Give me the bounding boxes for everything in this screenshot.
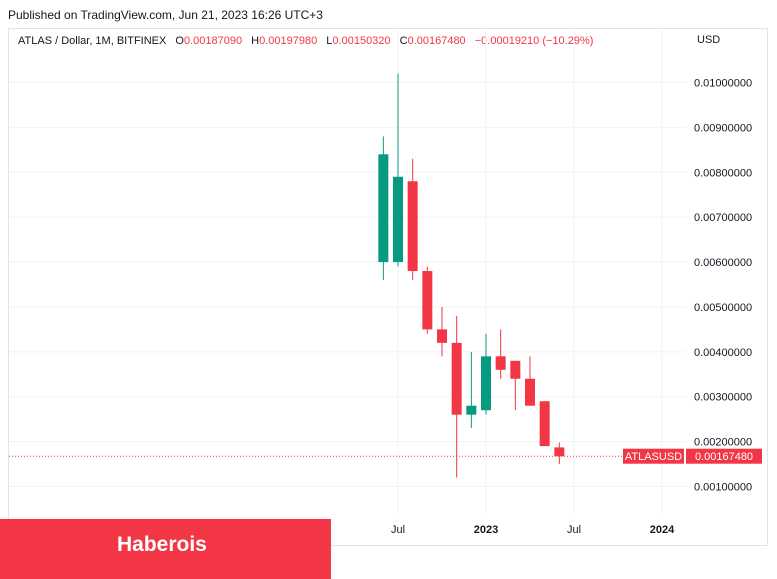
y-tick-label: 0.00500000 — [694, 302, 752, 314]
ohlc-legend: ATLAS / Dollar, 1M, BITFINEX O0.00187090… — [18, 35, 593, 47]
candle-body-down — [525, 378, 535, 406]
legend-high-value: 0.00197980 — [259, 35, 318, 47]
price-tag-symbol-box — [623, 448, 684, 464]
candle-body-up — [481, 356, 491, 411]
price-tag-value: 0.00167480 — [695, 451, 753, 463]
candle-body-down — [451, 342, 462, 415]
legend-close-label: C — [399, 35, 408, 47]
candle-body-down — [407, 181, 418, 272]
x-tick-label: Jul — [391, 524, 405, 536]
y-tick-label: 0.00800000 — [694, 167, 752, 179]
legend-low-label: L — [326, 35, 333, 47]
x-tick-label: Jul — [567, 524, 581, 536]
legend-open-label: O — [175, 35, 184, 47]
candle-body-down — [554, 447, 565, 457]
legend-low-value: 0.00150320 — [332, 35, 391, 47]
legend-change: −0.00019210 (−10.29%) — [474, 35, 594, 47]
price-tag-symbol: ATLASUSD — [625, 451, 682, 463]
y-tick-label: 0.00100000 — [694, 482, 752, 494]
y-tick-label: 0.00600000 — [694, 257, 752, 269]
legend-close-value: 0.00167480 — [407, 35, 466, 47]
y-tick-label: 0.01000000 — [694, 78, 752, 90]
candle-body-down — [539, 401, 550, 447]
brand-label: Haberois — [117, 533, 207, 556]
published-info: Published on TradingView.com, Jun 21, 20… — [8, 8, 323, 22]
y-tick-label: 0.00200000 — [694, 437, 752, 449]
price-tag-value-box — [686, 448, 762, 464]
legend-high-label: H — [251, 35, 260, 47]
candle-body-up — [378, 154, 389, 263]
brand-banner — [0, 519, 331, 579]
candle-body-up — [466, 405, 477, 415]
x-tick-label: 2024 — [650, 524, 675, 536]
candle-body-up — [393, 176, 403, 263]
y-tick-label: 0.00400000 — [694, 347, 752, 359]
currency-label: USD — [697, 34, 721, 46]
y-tick-label: 0.00900000 — [694, 122, 752, 134]
legend-symbol: ATLAS / Dollar, 1M, BITFINEX — [18, 35, 167, 47]
candle-body-down — [437, 329, 447, 343]
candle-body-down — [495, 356, 506, 370]
candle-body-down — [422, 271, 433, 330]
y-tick-label: 0.00300000 — [694, 392, 752, 404]
x-tick-label: 2023 — [474, 524, 498, 536]
y-tick-label: 0.00700000 — [694, 212, 752, 224]
candle-body-down — [510, 360, 521, 379]
chart-frame — [8, 28, 768, 546]
legend-open-value: 0.00187090 — [183, 35, 243, 47]
